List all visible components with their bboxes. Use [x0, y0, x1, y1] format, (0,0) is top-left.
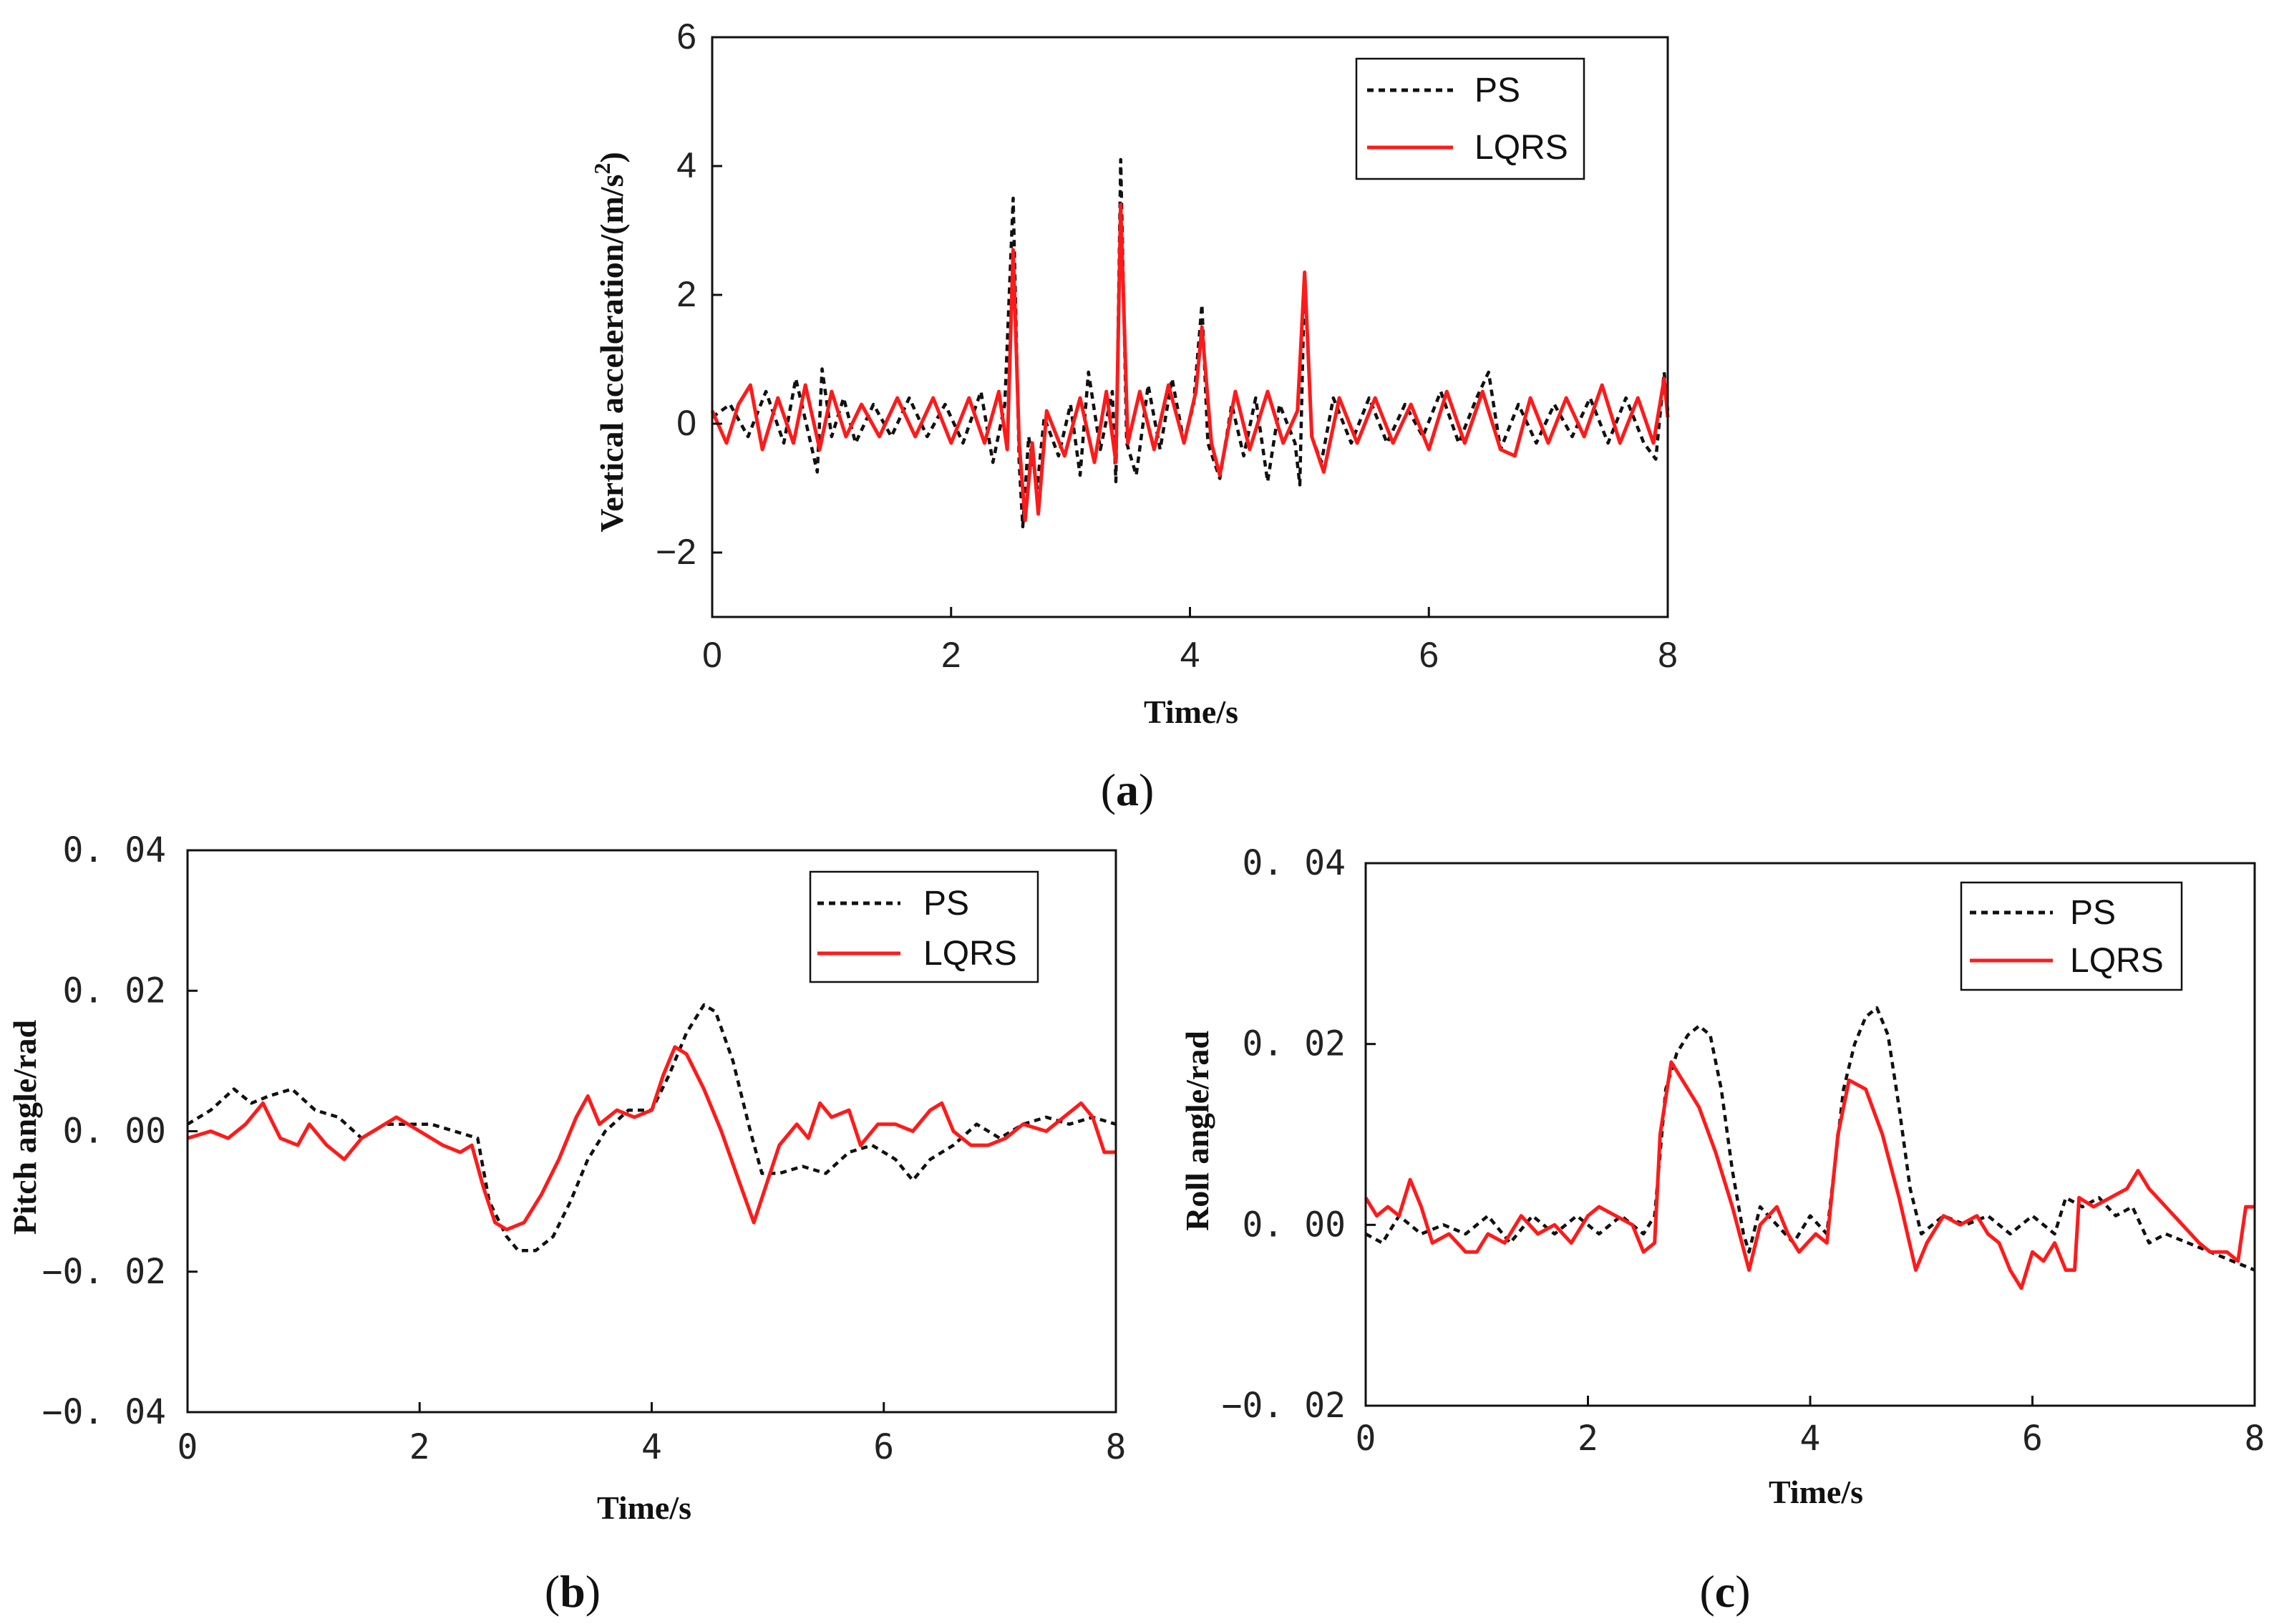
- chart-b-caption-letter: b: [560, 1566, 585, 1617]
- chart-b-ylabel: Pitch angle/rad: [6, 1019, 43, 1235]
- chart-c-plot-area: 0 2 4 6 8 −0. 02 0. 00 0. 02 0. 04: [1222, 843, 2265, 1459]
- chart-b-ytick-label: −0. 04: [42, 1392, 166, 1432]
- chart-c-xtick-label: 8: [2245, 1419, 2265, 1459]
- chart-a-ytick-label: 0: [676, 403, 696, 443]
- chart-b-ytick-label: 0. 00: [63, 1112, 167, 1152]
- chart-c-ytick-label: −0. 02: [1222, 1386, 1346, 1426]
- chart-a-ytick-label: 6: [676, 16, 696, 57]
- chart-a-xlabel: Time/s: [1144, 694, 1238, 730]
- chart-c-xtick-label: 4: [1800, 1419, 1821, 1459]
- chart-c-caption: (c): [1699, 1566, 1750, 1617]
- chart-c-xtick-label: 6: [2022, 1419, 2043, 1459]
- chart-b-xtick-label: 6: [873, 1427, 894, 1467]
- chart-a-caption-letter: a: [1116, 764, 1139, 815]
- chart-c-ylabel: Roll angle/rad: [1179, 1031, 1215, 1231]
- chart-a-xtick-label: 0: [702, 635, 722, 675]
- chart-c-caption-letter: c: [1715, 1566, 1735, 1617]
- chart-a-xtick-label: 4: [1180, 635, 1200, 675]
- chart-b-xtick-label: 2: [409, 1427, 430, 1467]
- chart-b-series-ps: [186, 1003, 1117, 1253]
- chart-a-legend: PS LQRS: [1355, 57, 1585, 180]
- chart-c-legend-ps-label: PS: [2070, 894, 2116, 932]
- chart-a-legend-box: [1355, 57, 1585, 180]
- chart-c-series-ps: [1364, 1006, 2255, 1272]
- chart-a-xtick-label: 2: [941, 635, 961, 675]
- chart-a-xtick-label: 6: [1419, 635, 1439, 675]
- chart-c-series-lqrs: [1364, 1060, 2255, 1290]
- chart-a-ylabel-main: Vertical acceleration/(m/s: [593, 175, 630, 533]
- chart-c-ytick-label: 0. 00: [1243, 1205, 1346, 1245]
- chart-a-series-lqrs: [710, 203, 1670, 522]
- chart-c-xlabel: Time/s: [1769, 1474, 1863, 1510]
- chart-a-plot-area: 0 2 4 6 8 −2 0 2 4 6: [656, 16, 1678, 675]
- chart-b-xtick-label: 0: [178, 1427, 198, 1467]
- chart-b-ytick-label: 0. 04: [63, 830, 167, 870]
- chart-c-ytick-label: 0. 02: [1243, 1024, 1346, 1064]
- chart-a: 0 2 4 6 8 −2 0 2 4 6 PS LQRS Time/s Vertical acce…: [589, 16, 1678, 815]
- chart-b-series-lqrs: [187, 1045, 1116, 1232]
- chart-c-ytick-label: 0. 04: [1243, 843, 1346, 883]
- chart-b-legend-lqrs-label: LQRS: [923, 935, 1017, 973]
- chart-b-plot-area: 0 2 4 6 8 −0. 04 −0. 02 0. 00 0. 02 0. 04: [42, 830, 1127, 1467]
- chart-c-xtick-label: 2: [1578, 1419, 1598, 1459]
- chart-a-ylabel: Vertical acceleration/(m/s2): [589, 152, 630, 533]
- chart-a-ytick-label: 2: [676, 274, 696, 314]
- chart-a-ytick-label: 4: [676, 145, 696, 185]
- chart-c-xtick-label: 0: [1356, 1419, 1376, 1459]
- chart-b-legend: PS LQRS: [809, 870, 1039, 983]
- chart-a-ylabel-close: ): [593, 152, 630, 162]
- chart-a-ytick-label: −2: [656, 532, 696, 572]
- chart-c-legend-box: [1960, 881, 2183, 991]
- chart-c: 0 2 4 6 8 −0. 02 0. 00 0. 02 0. 04 PS LQRS Time/…: [1179, 843, 2265, 1617]
- chart-a-legend-lqrs-label: LQRS: [1474, 129, 1568, 167]
- chart-a-caption: (a): [1101, 764, 1155, 815]
- chart-b-caption: (b): [545, 1566, 601, 1617]
- chart-b-xtick-label: 4: [641, 1427, 662, 1467]
- chart-b-legend-box: [809, 870, 1039, 983]
- chart-b-legend-ps-label: PS: [923, 885, 969, 923]
- chart-b-xtick-label: 8: [1106, 1427, 1127, 1467]
- chart-a-ylabel-sup: 2: [589, 163, 615, 175]
- chart-a-series-ps: [711, 157, 1670, 529]
- chart-a-xtick-label: 8: [1658, 635, 1678, 675]
- chart-b-ytick-label: −0. 02: [42, 1252, 166, 1292]
- chart-c-legend: PS LQRS: [1960, 881, 2183, 991]
- chart-a-legend-ps-label: PS: [1474, 72, 1520, 110]
- chart-c-legend-lqrs-label: LQRS: [2070, 942, 2164, 980]
- chart-b-ytick-label: 0. 02: [63, 971, 167, 1011]
- chart-b-xlabel: Time/s: [597, 1489, 691, 1526]
- chart-b: 0 2 4 6 8 −0. 04 −0. 02 0. 00 0. 02 0. 04 PS LQRS…: [6, 830, 1126, 1617]
